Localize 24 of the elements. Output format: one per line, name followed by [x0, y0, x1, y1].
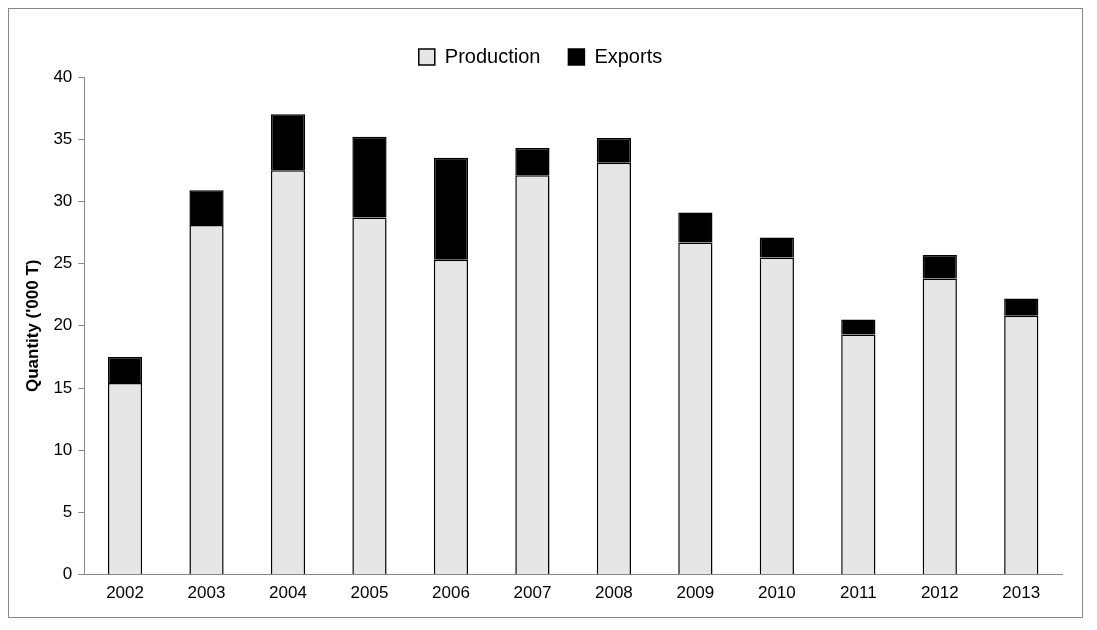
- y-tick-label: 0: [62, 564, 73, 584]
- y-tick-label: 30: [53, 191, 73, 211]
- y-tick-label: 15: [53, 377, 73, 397]
- x-tick-label: 2013: [1002, 583, 1041, 603]
- legend-label: Exports: [594, 44, 663, 67]
- x-tick-label: 2004: [269, 583, 307, 603]
- y-axis-title: Quantity ('000 T): [22, 259, 42, 393]
- x-tick-label: 2002: [106, 583, 144, 603]
- x-tick-label: 2003: [187, 583, 226, 603]
- x-tick-label: 2006: [432, 583, 470, 603]
- y-tick-label: 35: [53, 128, 73, 148]
- y-tick-label: 10: [53, 439, 73, 459]
- x-tick-label: 2005: [350, 583, 389, 603]
- x-tick-label: 2009: [676, 583, 715, 603]
- y-tick-label: 5: [62, 502, 73, 522]
- x-tick-label: 2011: [840, 583, 877, 603]
- y-tick-label: 25: [53, 253, 73, 273]
- y-tick-label: 20: [53, 315, 73, 335]
- legend-label: Production: [444, 44, 541, 67]
- x-tick-label: 2007: [513, 583, 552, 603]
- y-tick-label: 40: [53, 66, 73, 86]
- x-tick-label: 2008: [594, 583, 633, 603]
- x-tick-label: 2012: [920, 583, 959, 603]
- x-tick-label: 2010: [757, 583, 796, 603]
